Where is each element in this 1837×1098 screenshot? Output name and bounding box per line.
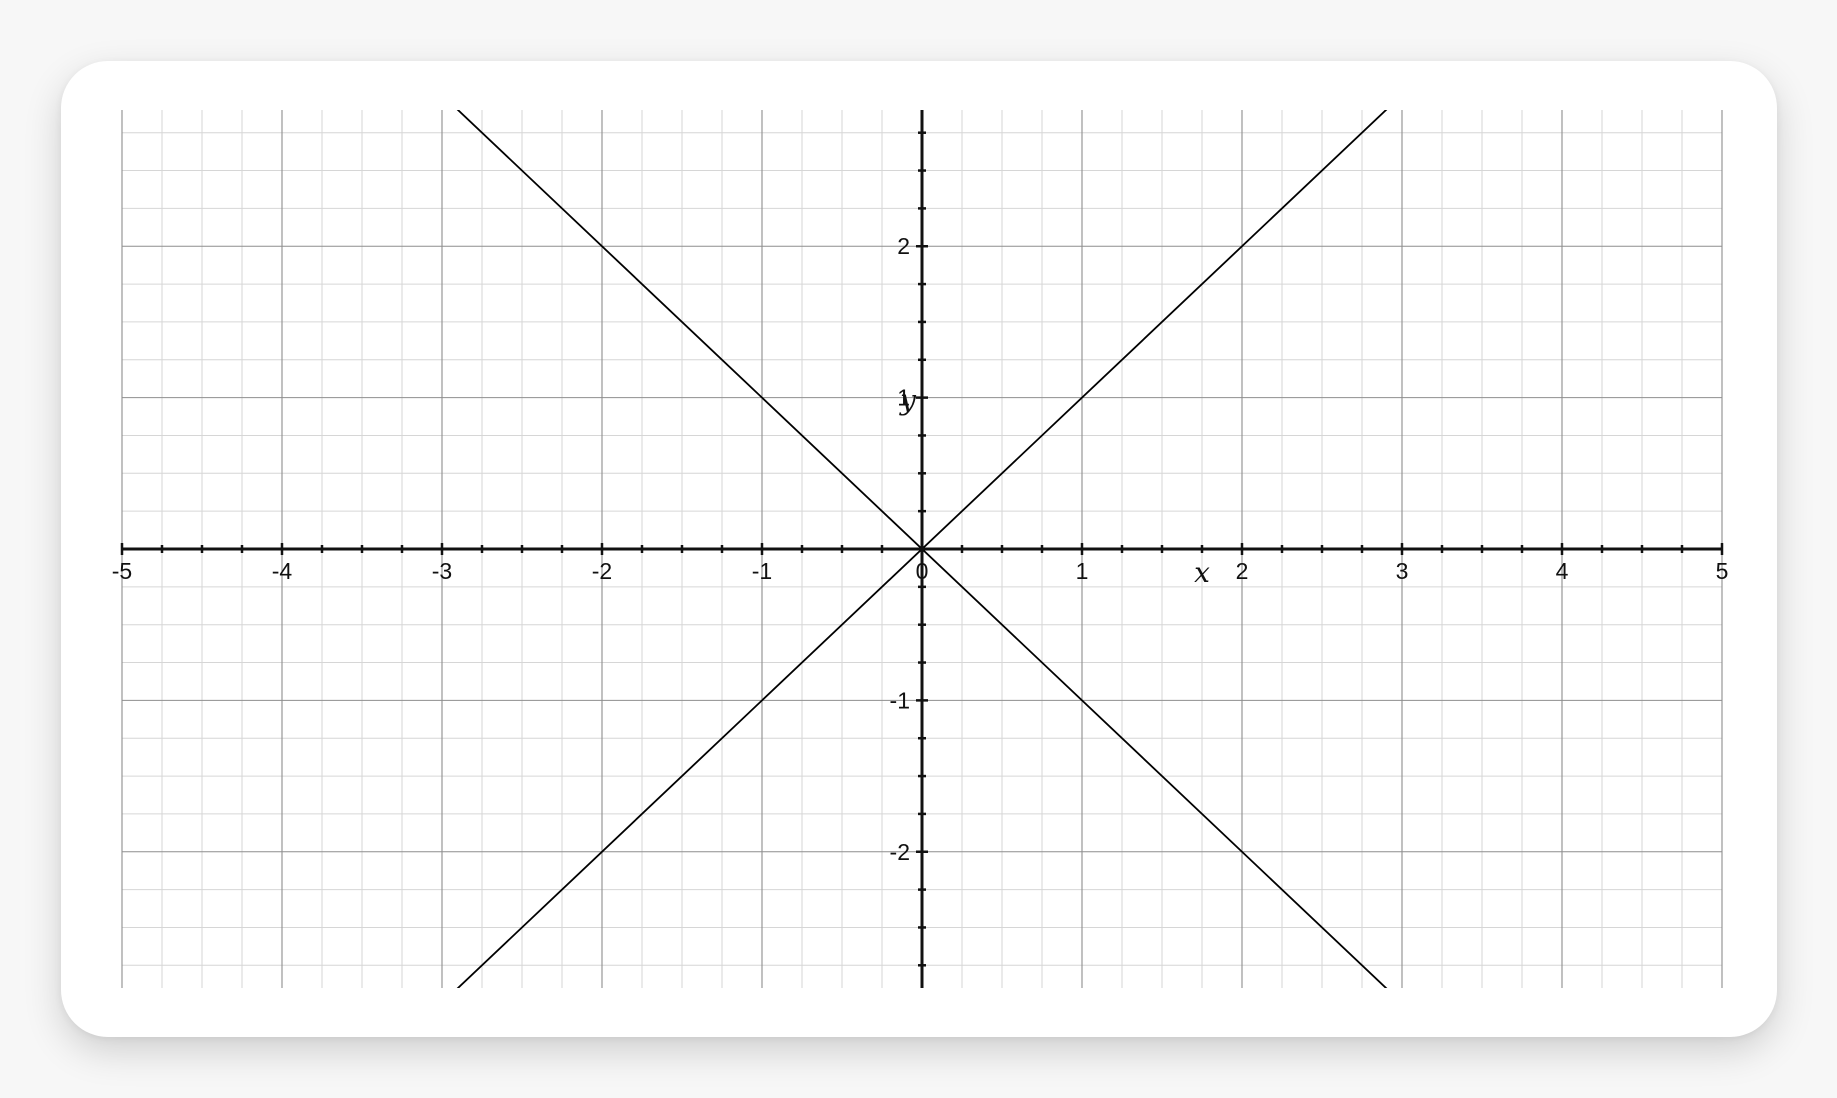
x-axis-label: x	[1194, 556, 1210, 589]
x-tick-label: -1	[752, 558, 772, 584]
x-tick-label: 2	[1236, 558, 1249, 584]
y-tick-label: 2	[897, 233, 910, 259]
x-tick-label: 1	[1076, 558, 1089, 584]
y-tick-label: 1	[897, 385, 910, 411]
axes	[120, 110, 1724, 988]
x-tick-label: 5	[1716, 558, 1729, 584]
x-tick-label: -5	[112, 558, 132, 584]
y-tick-label: -1	[890, 687, 910, 713]
x-tick-label: -4	[272, 558, 293, 584]
tick-labels: -5 -4 -3 -2 -1 0 1 2 3 4 5 -2 -1 1 2	[112, 233, 1729, 865]
x-tick-label: 0	[916, 558, 929, 584]
x-tick-label: -3	[432, 558, 452, 584]
x-tick-label: -2	[592, 558, 612, 584]
y-axis-label: y	[898, 384, 917, 417]
y-tick-label: -2	[890, 839, 910, 865]
x-tick-label: 4	[1556, 558, 1569, 584]
x-tick-label: 3	[1396, 558, 1409, 584]
